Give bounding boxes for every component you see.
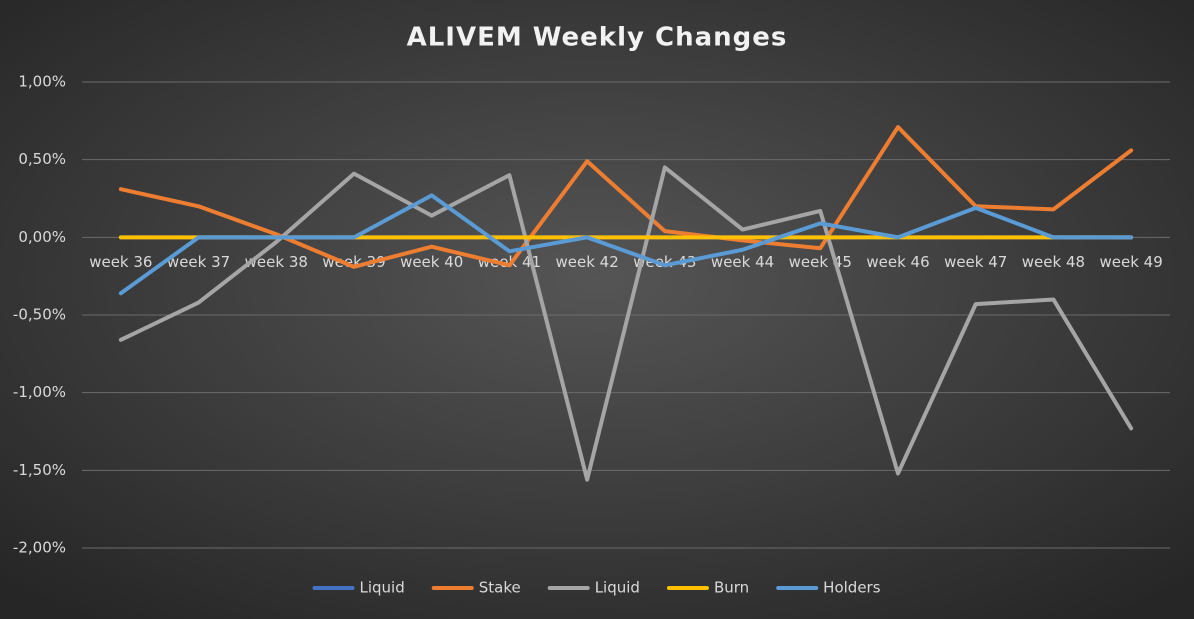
legend-label: Holders xyxy=(823,579,881,597)
x-tick-label: week 44 xyxy=(711,253,774,271)
chart-title: ALIVEM Weekly Changes xyxy=(407,23,788,53)
x-tick-label: week 45 xyxy=(789,253,852,271)
x-tick-label: week 48 xyxy=(1022,253,1085,271)
x-tick-label: week 42 xyxy=(556,253,619,271)
series-line xyxy=(118,165,1134,482)
x-tick-label: week 41 xyxy=(478,253,541,271)
y-tick-label: -2,00% xyxy=(13,539,66,557)
y-tick-label: 0,00% xyxy=(18,228,66,246)
y-tick-label: 0,50% xyxy=(18,150,66,168)
x-tick-label: week 39 xyxy=(322,253,385,271)
y-tick-label: -0,50% xyxy=(13,306,66,324)
y-tick-label: -1,50% xyxy=(13,461,66,479)
x-tick-label: week 49 xyxy=(1100,253,1163,271)
legend-label: Liquid xyxy=(359,579,404,597)
x-tick-label: week 46 xyxy=(866,253,929,271)
x-tick-label: week 47 xyxy=(944,253,1007,271)
x-tick-label: week 37 xyxy=(167,253,230,271)
series-line xyxy=(118,125,1134,269)
legend-label: Burn xyxy=(714,579,749,597)
y-tick-label: -1,00% xyxy=(13,383,66,401)
x-tick-label: week 40 xyxy=(400,253,463,271)
legend-label: Liquid xyxy=(595,579,640,597)
series-line xyxy=(118,193,1134,296)
y-tick-label: 1,00% xyxy=(18,73,66,91)
x-tick-label: week 38 xyxy=(245,253,308,271)
legend-label: Stake xyxy=(479,579,521,597)
x-tick-label: week 43 xyxy=(633,253,696,271)
x-tick-label: week 36 xyxy=(89,253,152,271)
